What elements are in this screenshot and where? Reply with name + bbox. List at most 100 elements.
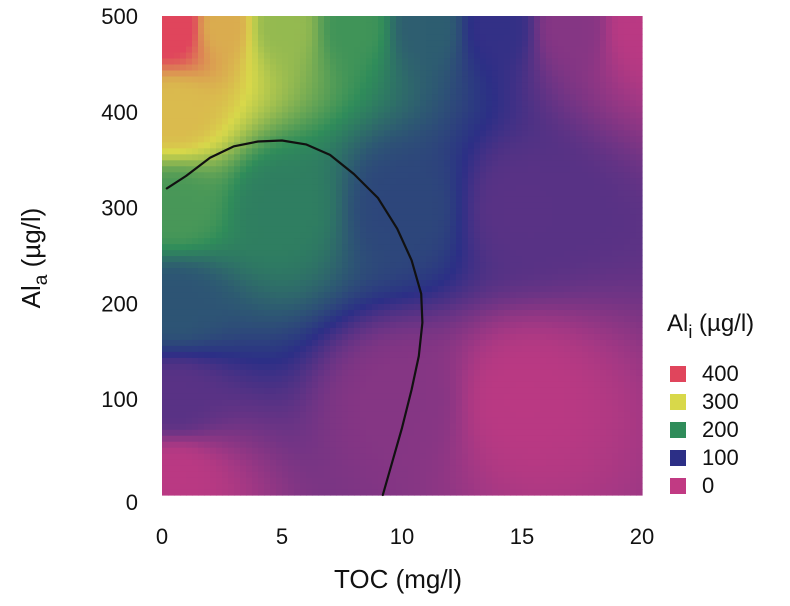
heatmap-cell [414,213,421,221]
heatmap-cell [498,69,505,77]
heatmap-cell [438,237,445,245]
heatmap-cell [180,75,187,83]
heatmap-cell [180,333,187,340]
heatmap-cell [426,285,433,293]
heatmap-cell [324,441,331,448]
heatmap-cell [528,225,535,233]
heatmap-cell [504,255,511,263]
heatmap-cell [516,81,523,89]
heatmap-cell [366,327,373,334]
heatmap-cell [354,411,361,418]
heatmap-cell [402,45,409,53]
heatmap-cell [264,303,271,310]
heatmap-cell [528,243,535,251]
heatmap-cell [162,105,169,113]
heatmap-cell [324,69,331,77]
heatmap-cell [354,267,361,275]
heatmap-cell [360,405,367,412]
heatmap-cell [480,267,487,275]
heatmap-cell [204,183,211,191]
heatmap-cell [456,213,463,221]
heatmap-cell [372,489,379,496]
heatmap-cell [174,279,181,287]
heatmap-cell [456,63,463,71]
heatmap-cell [174,21,181,29]
heatmap-cell [300,345,307,352]
heatmap-cell [468,357,475,364]
heatmap-cell [324,387,331,394]
heatmap-cell [282,177,289,185]
heatmap-cell [522,435,529,442]
heatmap-cell [342,63,349,71]
heatmap-cell [288,405,295,412]
heatmap-cell [492,351,499,358]
heatmap-cell [516,345,523,352]
heatmap-cell [192,57,199,65]
heatmap-cell [336,399,343,406]
heatmap-cell [390,459,397,466]
heatmap-cell [360,249,367,257]
heatmap-cell [174,213,181,221]
heatmap-cell [522,405,529,412]
heatmap-cell [420,159,427,167]
heatmap-cell [348,99,355,107]
heatmap-cell [492,63,499,71]
heatmap-cell [420,411,427,418]
heatmap-cell [474,267,481,275]
heatmap-cell [312,267,319,275]
heatmap-cell [240,279,247,287]
heatmap-cell [318,303,325,310]
heatmap-cell [258,321,265,328]
heatmap-cell [192,375,199,382]
heatmap-cell [318,237,325,245]
heatmap-cell [270,285,277,293]
heatmap-cell [450,141,457,149]
heatmap-cell [504,45,511,53]
heatmap-cell [348,45,355,53]
heatmap-cell [378,357,385,364]
heatmap-cell [342,135,349,143]
heatmap-cell [210,165,217,173]
heatmap-cell [222,309,229,316]
heatmap-cell [396,267,403,275]
heatmap-cell [282,237,289,245]
heatmap-cell [528,16,535,23]
heatmap-cell [480,375,487,382]
heatmap-cell [516,225,523,233]
heatmap-cell [294,93,301,101]
heatmap-cell [222,381,229,388]
heatmap-cell [168,303,175,310]
heatmap-cell [468,375,475,382]
heatmap-cell [276,315,283,322]
heatmap-cell [222,369,229,376]
heatmap-cell [528,381,535,388]
heatmap-cell [264,309,271,316]
heatmap-cell [186,261,193,269]
heatmap-cell [462,69,469,77]
heatmap-cell [516,189,523,197]
heatmap-cell [492,225,499,233]
heatmap-cell [504,339,511,346]
heatmap-cell [162,291,169,299]
heatmap-cell [510,273,517,281]
heatmap-cell [522,195,529,203]
heatmap-cell [420,489,427,496]
heatmap-cell [216,339,223,346]
heatmap-cell [180,63,187,71]
heatmap-cell [372,165,379,173]
heatmap-cell [420,153,427,161]
heatmap-cell [258,429,265,436]
heatmap-cell [486,327,493,334]
heatmap-cell [498,21,505,29]
heatmap-cell [276,297,283,304]
heatmap-cell [450,291,457,299]
heatmap-cell [318,75,325,83]
heatmap-cell [186,303,193,310]
heatmap-cell [390,123,397,131]
heatmap-cell [228,345,235,352]
heatmap-cell [462,297,469,304]
heatmap-cell [342,177,349,185]
heatmap-cell [426,315,433,322]
heatmap-cell [504,69,511,77]
heatmap-cell [228,93,235,101]
